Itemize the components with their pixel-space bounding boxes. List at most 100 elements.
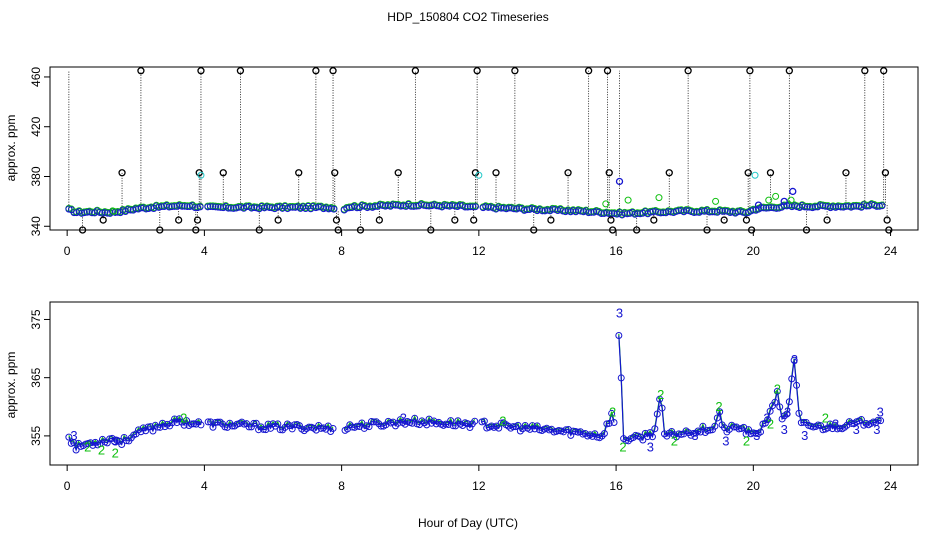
series-blue-point	[509, 423, 517, 431]
outlier-black-point	[375, 216, 384, 224]
outlier-black-point	[197, 67, 205, 75]
outlier-black-point	[684, 67, 692, 75]
outlier-black-point	[356, 226, 365, 234]
point-label: 3	[70, 428, 77, 443]
series-blue-point	[168, 419, 176, 427]
point-label: 2	[715, 399, 722, 414]
series-blue-point	[785, 398, 793, 406]
series-blue-point	[510, 205, 518, 213]
series-blue-point	[124, 205, 132, 213]
series-blue-point	[834, 203, 842, 211]
series-blue-point	[788, 375, 796, 383]
series-blue-point	[790, 356, 798, 364]
point-label: 2	[98, 442, 105, 457]
point-label: 2	[112, 445, 119, 460]
point-label: 3	[832, 416, 839, 431]
outlier-black-point	[295, 169, 303, 177]
outlier-black-point	[427, 226, 435, 234]
series-blue-point	[577, 207, 585, 215]
outlier-black-point	[473, 67, 481, 75]
series-blue-point	[245, 423, 253, 431]
point-label: 2	[822, 410, 829, 425]
outlier-black-point	[785, 67, 793, 75]
outlier-green-point	[109, 207, 117, 215]
outlier-black-point	[332, 216, 341, 224]
x-tick-label: 8	[338, 479, 345, 493]
outlier-green-point	[197, 171, 205, 179]
point-label: 3	[801, 428, 808, 443]
series-blue-point	[423, 202, 431, 210]
series-blue-point	[696, 428, 704, 436]
outlier-black-point	[746, 67, 754, 75]
point-label: 3	[112, 434, 119, 449]
series-blue-point	[872, 419, 880, 427]
series-blue-point	[196, 203, 204, 211]
series-blue-point	[562, 426, 570, 434]
outlier-green-point	[602, 200, 610, 208]
point-label: 2	[767, 416, 774, 431]
outlier-black-point	[219, 169, 227, 177]
point-label: 3	[753, 428, 760, 443]
series-blue-point	[653, 410, 661, 418]
series-blue-point	[423, 421, 431, 429]
series-blue-point	[471, 417, 479, 425]
point-label: 2	[657, 387, 664, 402]
series-blue-point	[416, 421, 424, 429]
series-blue-point	[274, 420, 282, 428]
series-blue-point	[559, 207, 567, 215]
plot-frame	[49, 66, 919, 231]
y-tick-label: 460	[29, 67, 43, 87]
series-blue-point	[610, 418, 618, 426]
series-blue-point	[252, 419, 260, 427]
series-blue-point	[291, 421, 299, 429]
series-blue-point	[214, 203, 222, 211]
series-blue-point	[600, 430, 608, 438]
series-blue-point	[526, 425, 534, 433]
outlier-black-point	[603, 67, 612, 75]
series-blue-point	[682, 206, 690, 214]
series-blue-point	[639, 436, 647, 444]
x-tick-label: 24	[884, 244, 898, 258]
series-blue-point	[443, 202, 451, 210]
series-blue-point	[629, 433, 637, 441]
series-blue-point	[118, 441, 126, 449]
y-tick-label: 340	[29, 216, 43, 236]
outlier-black-point	[823, 216, 831, 224]
outlier-black-point	[880, 67, 888, 75]
series-blue-point	[389, 201, 397, 209]
series-blue-point	[444, 420, 452, 428]
series-blue-point	[330, 205, 338, 213]
point-label: 2	[671, 434, 678, 449]
outlier-black-point	[451, 216, 459, 224]
outlier-black-point	[744, 169, 752, 177]
series-blue-point	[348, 423, 356, 431]
outlier-green-point	[655, 194, 663, 202]
series-blue-point	[420, 201, 428, 209]
outlier-black-point	[881, 169, 890, 177]
series-blue-point	[250, 204, 258, 212]
series-blue-point	[428, 419, 436, 427]
series-blue-point	[801, 203, 809, 211]
series-blue-point	[735, 425, 743, 433]
series-blue-point	[621, 209, 629, 217]
series-blue-point	[144, 423, 152, 431]
outlier-black-point	[703, 226, 711, 234]
outlier-green-point	[772, 192, 780, 200]
series-blue-point	[454, 417, 462, 425]
series-blue-point	[770, 204, 778, 212]
point-label: 2	[84, 440, 91, 455]
series-blue-point	[411, 414, 419, 422]
x-tick-label: 16	[609, 479, 623, 493]
outlier-black-point	[530, 226, 538, 234]
series-blue-point	[279, 426, 287, 434]
series-blue-point	[259, 425, 267, 433]
series-blue-point	[797, 419, 805, 427]
series-blue-point	[480, 417, 488, 425]
series-blue-point	[516, 427, 524, 435]
x-tick-label: 20	[747, 479, 761, 493]
series-blue-point	[497, 419, 505, 427]
y-tick-label: 375	[29, 309, 43, 329]
series-blue-point	[708, 426, 716, 434]
series-blue-point	[831, 421, 839, 429]
point-label: 3	[873, 422, 880, 437]
